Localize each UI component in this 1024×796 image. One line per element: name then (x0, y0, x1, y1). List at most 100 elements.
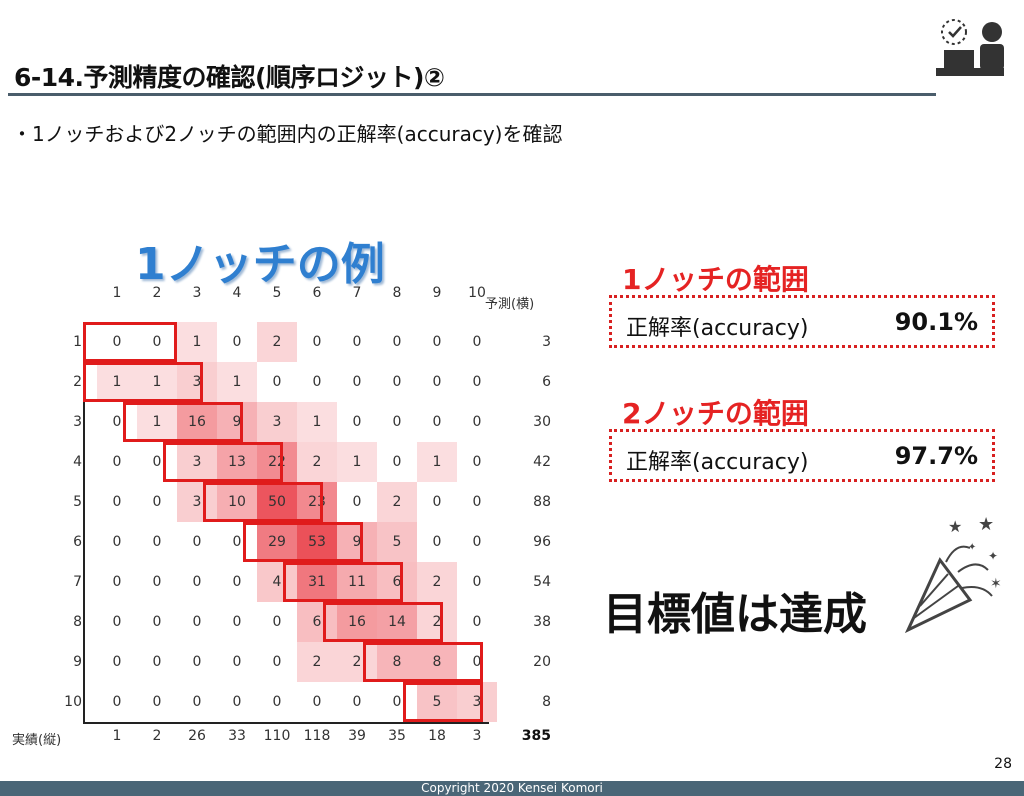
matrix-col-header: 5 (272, 285, 282, 301)
matrix-cell: 0 (472, 654, 482, 670)
matrix-cell: 0 (472, 534, 482, 550)
matrix-cell: 0 (392, 694, 402, 710)
matrix-cell: 14 (377, 602, 417, 642)
predicted-axis-label: 予測(横) (485, 297, 535, 312)
matrix-cell: 0 (192, 654, 202, 670)
matrix-cell: 0 (152, 654, 162, 670)
matrix-cell: 3 (177, 362, 217, 402)
matrix-cell: 22 (257, 442, 297, 482)
matrix-row-header: 8 (73, 614, 82, 630)
matrix-col-total: 110 (263, 728, 291, 744)
matrix-cell: 0 (152, 534, 162, 550)
matrix-col-total: 33 (228, 728, 246, 744)
matrix-cell: 0 (112, 494, 122, 510)
one-notch-range-box (363, 642, 483, 682)
matrix-col-total: 3 (472, 728, 482, 744)
matrix-cell: 1 (417, 442, 457, 482)
matrix-cell: 0 (352, 374, 362, 390)
matrix-col-header: 3 (192, 285, 202, 301)
matrix-cell: 3 (177, 482, 217, 522)
matrix-cell: 0 (112, 534, 122, 550)
svg-text:★: ★ (978, 514, 994, 535)
matrix-cell: 6 (377, 562, 417, 602)
matrix-cell: 0 (432, 334, 442, 350)
matrix-cell: 1 (177, 322, 217, 362)
matrix-cell: 0 (472, 494, 482, 510)
matrix-cell: 0 (352, 494, 362, 510)
matrix-col-total: 26 (188, 728, 206, 744)
matrix-cell: 0 (352, 694, 362, 710)
matrix-row-total: 38 (533, 614, 551, 630)
example-heading: 1ノッチの例 (135, 239, 385, 290)
matrix-cell: 2 (417, 602, 457, 642)
matrix-cell: 13 (217, 442, 257, 482)
slide-title: 6-14.予測精度の確認(順序ロジット)② (14, 63, 445, 92)
one-notch-accuracy-label: 正解率(accuracy) (626, 316, 809, 341)
copyright-text: Copyright 2020 Kensei Komori (421, 781, 603, 795)
matrix-cell: 0 (472, 414, 482, 430)
svg-text:✦: ✦ (988, 549, 998, 563)
one-notch-range-box (83, 322, 177, 362)
matrix-cell: 11 (337, 562, 377, 602)
matrix-row-header: 6 (73, 534, 82, 550)
actual-axis-label: 実績(縦) (12, 733, 62, 748)
matrix-row-total: 42 (533, 454, 551, 470)
matrix-cell: 6 (297, 602, 337, 642)
matrix-cell: 0 (112, 454, 122, 470)
matrix-row-header: 5 (73, 494, 82, 510)
matrix-cell: 2 (297, 442, 337, 482)
matrix-cell: 4 (257, 562, 297, 602)
matrix-grand-total: 385 (521, 728, 551, 744)
matrix-col-header: 6 (312, 285, 322, 301)
matrix-cell: 0 (312, 374, 322, 390)
matrix-col-header: 7 (352, 285, 362, 301)
matrix-cell: 0 (112, 414, 122, 430)
one-notch-range-box (163, 442, 283, 482)
matrix-col-header: 9 (432, 285, 442, 301)
matrix-cell: 0 (192, 534, 202, 550)
matrix-cell: 5 (377, 522, 417, 562)
svg-text:★: ★ (948, 517, 962, 536)
two-notch-accuracy-box: 正解率(accuracy) 97.7% (609, 429, 995, 482)
matrix-cell: 16 (337, 602, 377, 642)
matrix-cell: 0 (112, 614, 122, 630)
matrix-frame (83, 322, 489, 724)
matrix-col-header: 8 (392, 285, 402, 301)
matrix-cell: 0 (432, 494, 442, 510)
matrix-cell: 0 (232, 534, 242, 550)
footer-bar: Copyright 2020 Kensei Komori (0, 781, 1024, 796)
matrix-cell: 2 (257, 322, 297, 362)
matrix-col-total: 118 (303, 728, 331, 744)
matrix-cell: 0 (472, 614, 482, 630)
matrix-cell: 2 (337, 642, 377, 682)
two-notch-accuracy-value: 97.7% (894, 442, 978, 470)
matrix-cell: 9 (217, 402, 257, 442)
matrix-cell: 0 (352, 414, 362, 430)
matrix-cell: 0 (272, 374, 282, 390)
matrix-row-header: 1 (73, 334, 82, 350)
matrix-cell: 1 (297, 402, 337, 442)
matrix-cell: 0 (392, 454, 402, 470)
matrix-cell: 0 (152, 614, 162, 630)
matrix-cell: 0 (232, 574, 242, 590)
matrix-row-header: 9 (73, 654, 82, 670)
matrix-cell: 0 (272, 654, 282, 670)
one-notch-range-box (203, 482, 323, 522)
title-rule (8, 93, 936, 96)
matrix-cell: 0 (312, 694, 322, 710)
matrix-cell: 0 (232, 694, 242, 710)
matrix-row-header: 10 (64, 694, 82, 710)
matrix-col-total: 18 (428, 728, 446, 744)
one-notch-range-box (283, 562, 403, 602)
matrix-cell: 0 (152, 334, 162, 350)
matrix-cell: 3 (177, 442, 217, 482)
one-notch-accuracy-box: 正解率(accuracy) 90.1% (609, 295, 995, 348)
matrix-cell: 0 (232, 334, 242, 350)
matrix-row-total: 8 (542, 694, 551, 710)
matrix-row-total: 96 (533, 534, 551, 550)
person-at-desk-icon (930, 10, 1010, 94)
matrix-cell: 53 (297, 522, 337, 562)
svg-text:✦: ✦ (968, 542, 976, 553)
matrix-cell: 1 (137, 402, 177, 442)
matrix-cell: 29 (257, 522, 297, 562)
